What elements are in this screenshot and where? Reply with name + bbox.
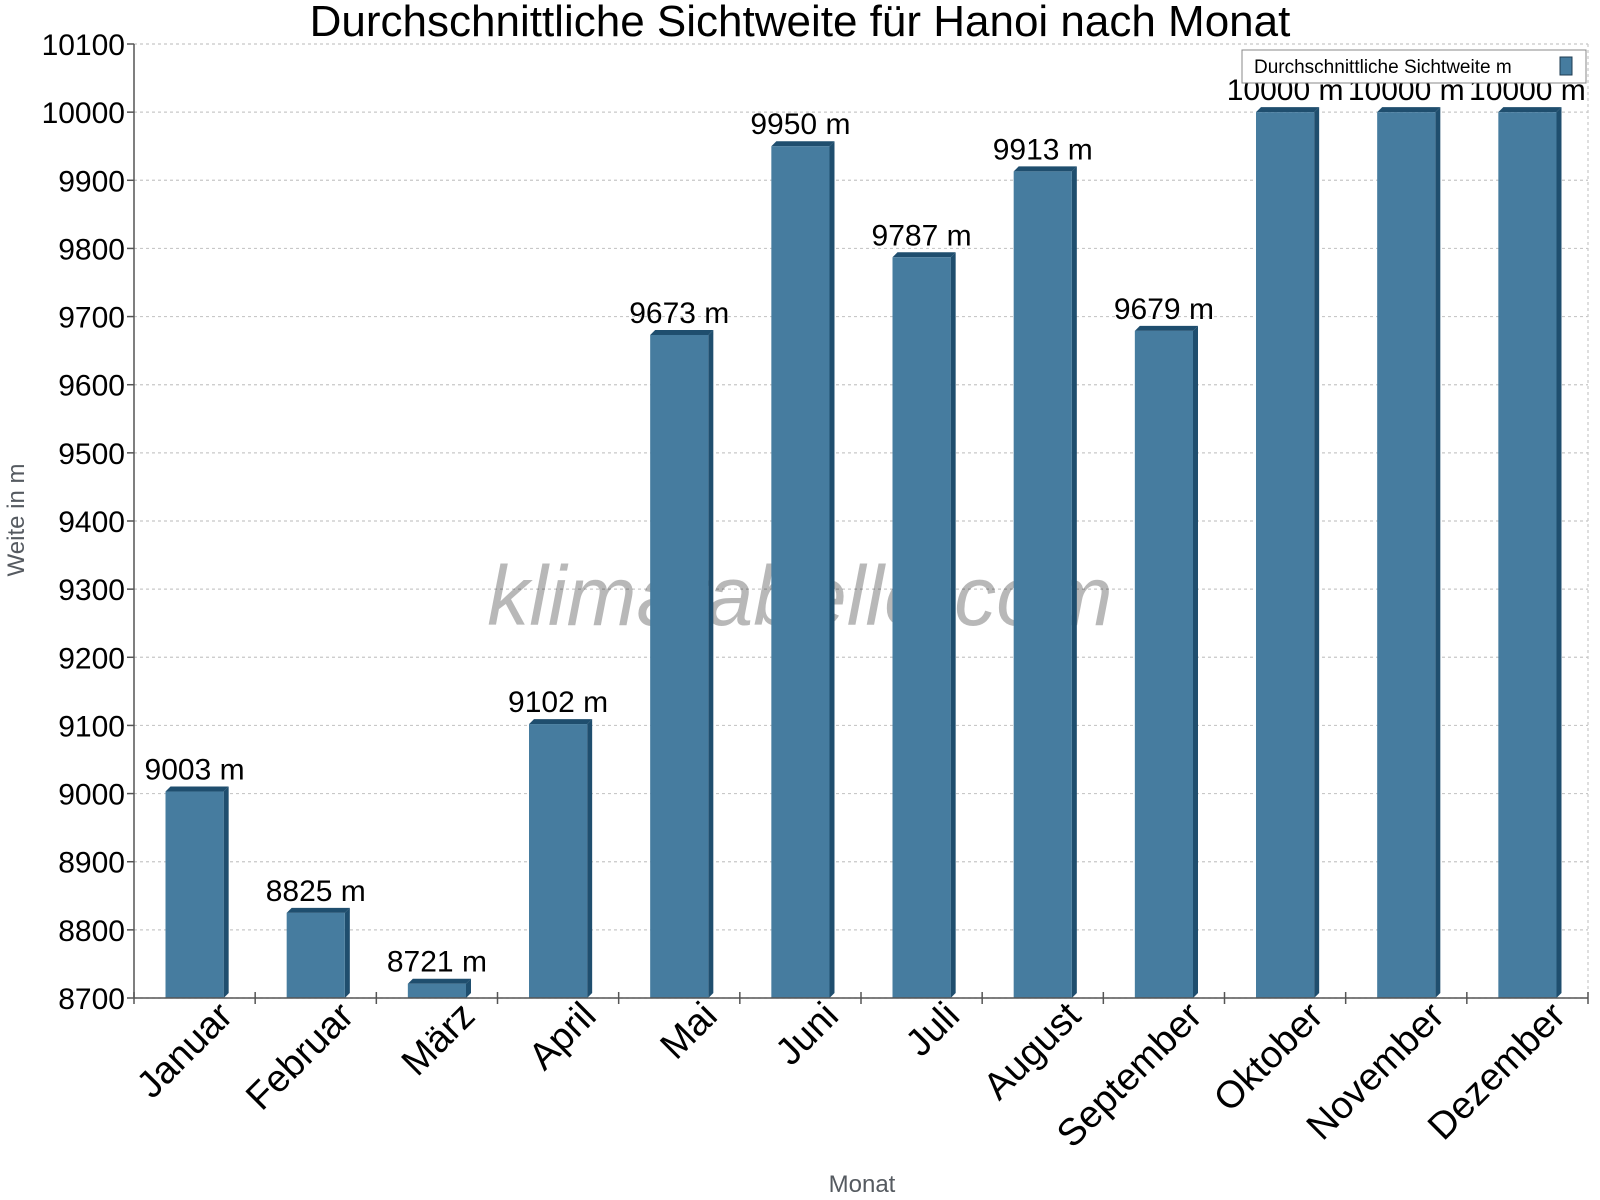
bar bbox=[1256, 112, 1315, 998]
x-tick-label: Januar bbox=[129, 994, 241, 1106]
data-label: 9679 m bbox=[1114, 293, 1214, 326]
bar bbox=[1498, 112, 1557, 998]
bar-side bbox=[950, 252, 956, 999]
legend-label: Durchschnittliche Sichtweite m bbox=[1254, 57, 1512, 78]
bar-top bbox=[1134, 325, 1198, 331]
bar bbox=[771, 146, 830, 998]
bar-side bbox=[1071, 166, 1077, 999]
y-tick-label: 9400 bbox=[58, 506, 125, 539]
bar bbox=[1377, 112, 1436, 998]
bar-side bbox=[1435, 107, 1441, 998]
bar bbox=[407, 983, 466, 998]
bar bbox=[529, 724, 588, 998]
bar bbox=[165, 791, 224, 998]
bar-top bbox=[650, 329, 714, 335]
data-label: 9950 m bbox=[750, 108, 850, 141]
x-tick-label: April bbox=[521, 995, 604, 1078]
data-label: 9913 m bbox=[993, 133, 1093, 166]
y-tick-label: 9500 bbox=[58, 438, 125, 471]
bars bbox=[165, 107, 1562, 999]
x-tick-label: Oktober bbox=[1206, 994, 1332, 1120]
x-tick-label: Juni bbox=[768, 995, 847, 1074]
y-tick-label: 9900 bbox=[58, 165, 125, 198]
y-axis: 8700 8800 8900 9000 9100 9200 9300 9400 9500 9600… bbox=[42, 29, 135, 1016]
bar-side bbox=[708, 329, 714, 999]
bar-side bbox=[587, 719, 593, 998]
grid-lines bbox=[134, 43, 1589, 999]
bar-top bbox=[286, 907, 350, 913]
x-tick-label: Juli bbox=[898, 995, 968, 1065]
data-label: 8721 m bbox=[387, 946, 487, 979]
y-axis-label: Weite in m bbox=[3, 464, 30, 577]
legend-box bbox=[1241, 49, 1587, 84]
bar-top bbox=[892, 252, 956, 258]
y-tick-label: 10000 bbox=[42, 97, 125, 130]
bar-side bbox=[1192, 325, 1198, 998]
bar-side bbox=[1314, 107, 1320, 998]
y-tick-label: 8900 bbox=[58, 847, 125, 880]
bar-top bbox=[1498, 107, 1562, 113]
y-tick-label: 9100 bbox=[58, 710, 125, 743]
data-label: 8825 m bbox=[266, 875, 366, 908]
y-tick-label: 9200 bbox=[58, 642, 125, 675]
bar-side bbox=[223, 786, 229, 998]
x-tick-label: Mai bbox=[653, 995, 726, 1068]
data-label: 9003 m bbox=[145, 754, 245, 787]
chart-title: Durchschnittliche Sichtweite für Hanoi n… bbox=[310, 0, 1291, 46]
bar bbox=[286, 912, 345, 998]
legend: Durchschnittliche Sichtweite m bbox=[1241, 49, 1587, 84]
bar bbox=[1013, 171, 1072, 999]
y-tick-label: 9700 bbox=[58, 302, 125, 335]
bar-side bbox=[465, 978, 471, 998]
y-tick-label: 8800 bbox=[58, 915, 125, 948]
bar-side bbox=[344, 907, 350, 998]
x-axis-label: Monat bbox=[829, 1171, 896, 1198]
y-tick-label: 10100 bbox=[42, 29, 125, 62]
data-label: 9787 m bbox=[872, 219, 972, 252]
y-tick-label: 9600 bbox=[58, 370, 125, 403]
bar-top bbox=[407, 978, 471, 984]
bar-top bbox=[1377, 107, 1441, 113]
y-tick-label: 9000 bbox=[58, 779, 125, 812]
x-tick-label: März bbox=[394, 995, 483, 1084]
data-label: 9673 m bbox=[629, 297, 729, 330]
y-tick-label: 9300 bbox=[58, 574, 125, 607]
data-label: 9102 m bbox=[508, 686, 608, 719]
legend-swatch bbox=[1559, 56, 1573, 76]
x-tick-label: August bbox=[976, 994, 1090, 1108]
bar-top bbox=[771, 141, 835, 147]
bar-top bbox=[529, 719, 593, 725]
data-labels: 9003 m 8825 m 8721 m 9102 m 9673 m 9950 m 9787… bbox=[145, 74, 1586, 979]
bar-top bbox=[1256, 107, 1320, 113]
y-tick-label: 9800 bbox=[58, 233, 125, 266]
y-tick-label: 8700 bbox=[58, 983, 125, 1016]
bar-side bbox=[1556, 107, 1562, 998]
x-tick-label: Februar bbox=[238, 994, 362, 1118]
bar bbox=[1134, 330, 1193, 998]
bar bbox=[650, 334, 709, 999]
bar bbox=[892, 257, 951, 999]
bar-side bbox=[829, 141, 835, 998]
bar-top bbox=[165, 786, 229, 792]
bar-top bbox=[1013, 166, 1077, 172]
